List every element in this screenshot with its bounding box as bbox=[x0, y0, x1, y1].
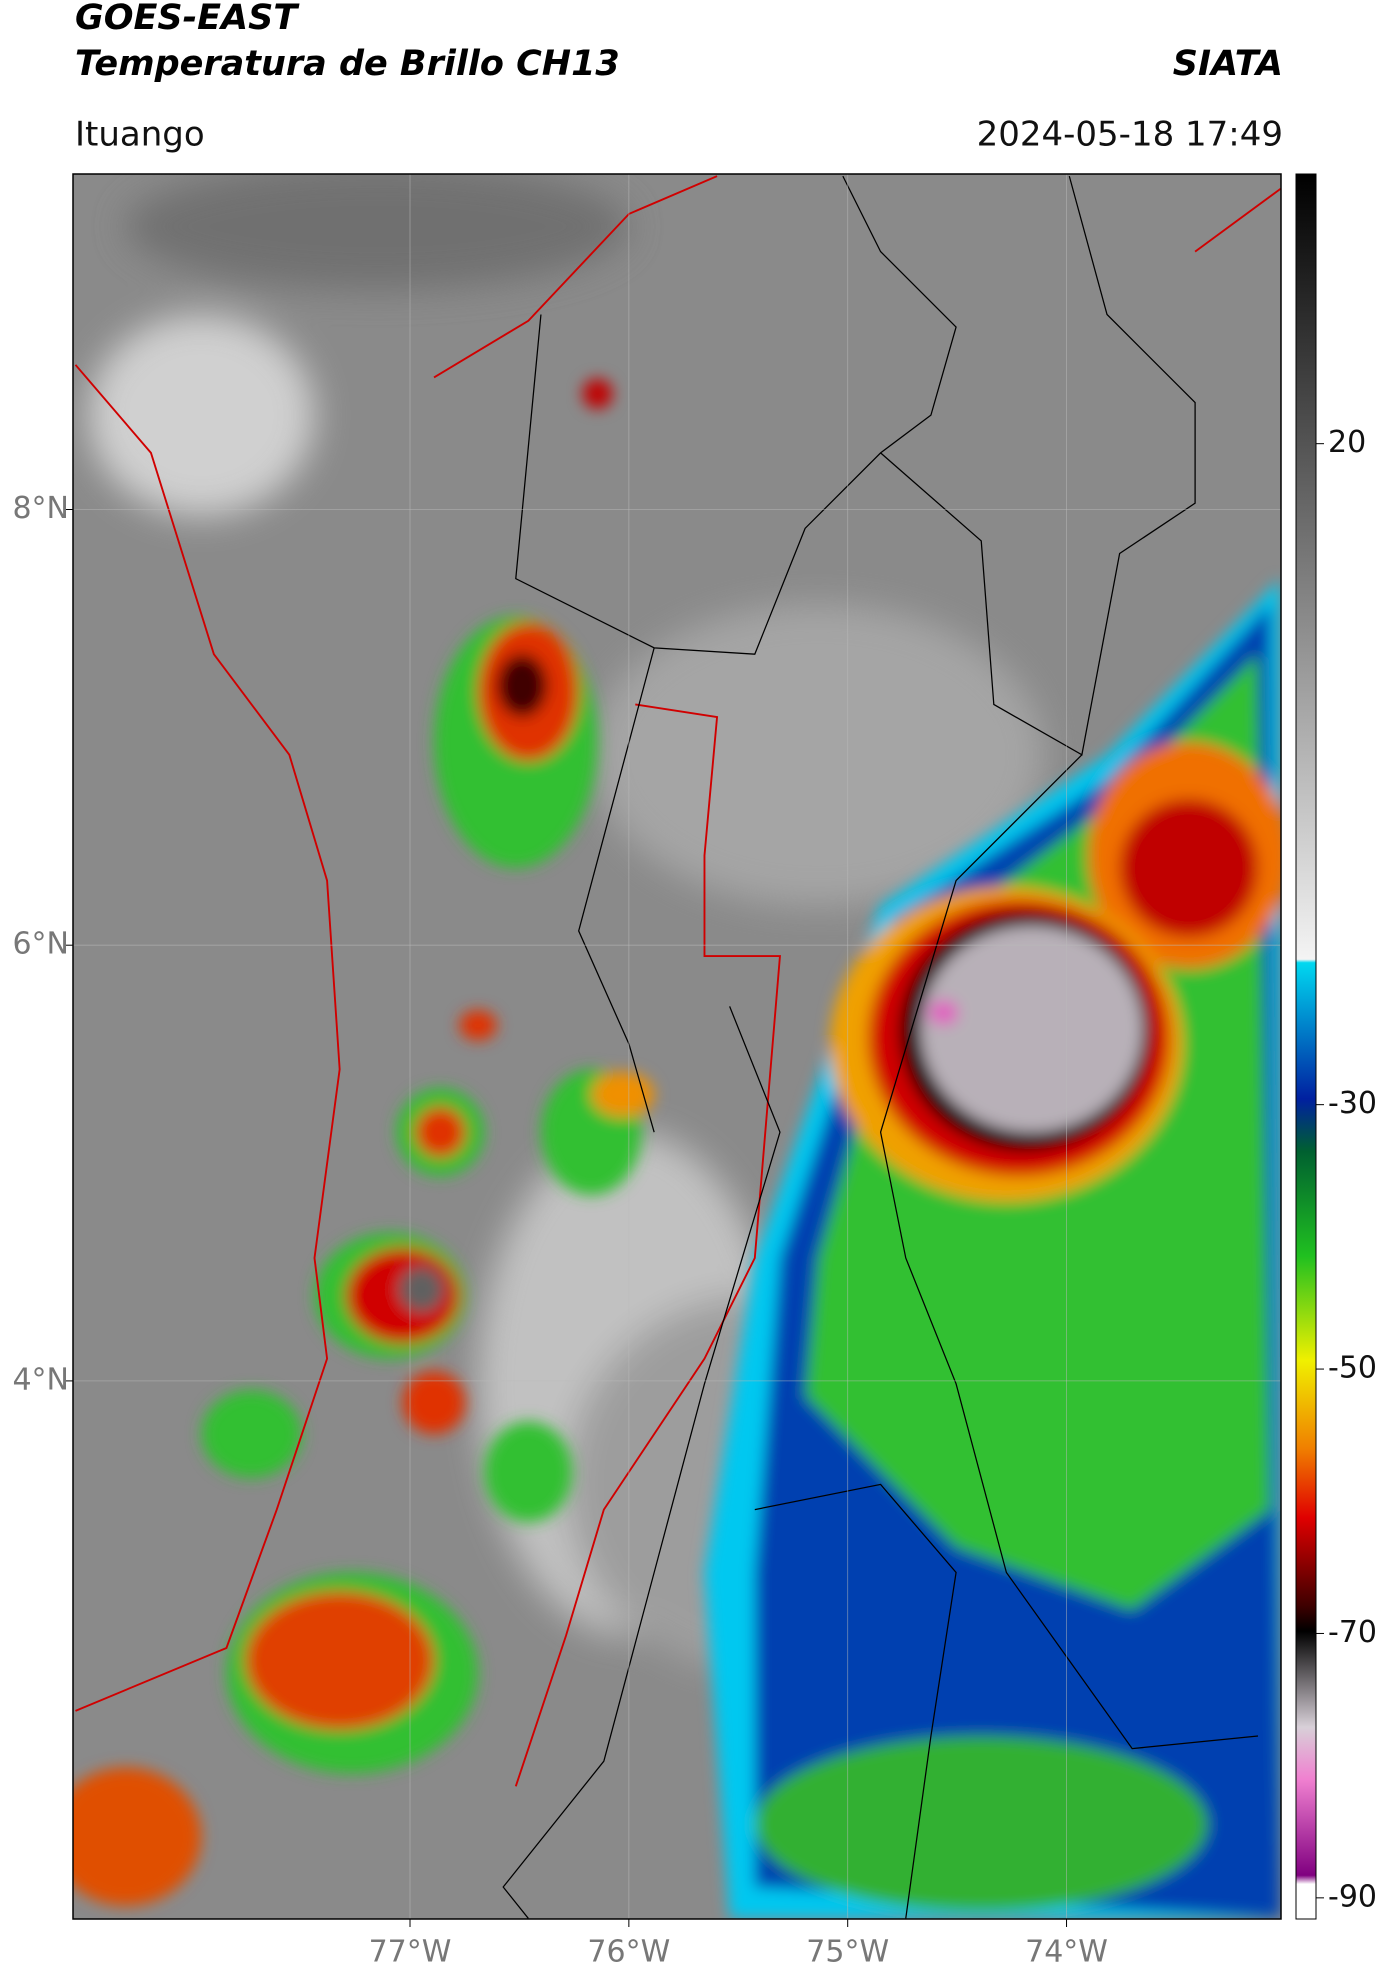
x-tick-label: 76°W bbox=[587, 1935, 670, 1970]
y-tick-label: 8°N bbox=[12, 491, 69, 526]
colorbar-tick-label: -50 bbox=[1328, 1351, 1377, 1386]
x-tick-label: 75°W bbox=[806, 1935, 889, 1970]
y-tick-label: 6°N bbox=[12, 927, 69, 962]
colorbar-tick-label: -30 bbox=[1328, 1086, 1377, 1121]
grid bbox=[73, 174, 1281, 1919]
colorbar-tick-label: 20 bbox=[1328, 425, 1366, 460]
location: Ituango bbox=[75, 115, 205, 155]
colorbar-tick-label: -70 bbox=[1328, 1615, 1377, 1650]
colorbar-tick-label: -90 bbox=[1328, 1879, 1377, 1914]
title: GOES-EAST bbox=[75, 0, 300, 38]
source: SIATA bbox=[1173, 44, 1283, 84]
x-tick-label: 77°W bbox=[369, 1935, 452, 1970]
map-frame bbox=[72, 173, 1282, 1920]
colorbar bbox=[1295, 173, 1317, 1920]
datetime: 2024-05-18 17:49 bbox=[977, 115, 1283, 155]
x-tick-label: 74°W bbox=[1025, 1935, 1108, 1970]
satellite-image bbox=[73, 174, 1281, 1919]
subtitle: Temperatura de Brillo CH13 bbox=[75, 44, 620, 84]
y-tick-label: 4°N bbox=[12, 1362, 69, 1397]
